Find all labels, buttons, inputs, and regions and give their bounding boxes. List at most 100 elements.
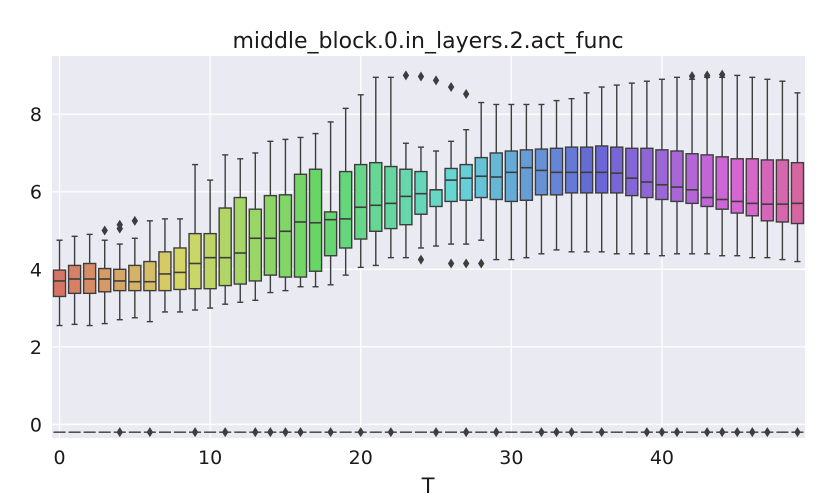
outlier-point — [447, 82, 455, 93]
outlier-point — [734, 427, 741, 438]
iqr-box — [188, 232, 202, 290]
iqr-box — [444, 167, 458, 203]
outlier-point — [432, 427, 440, 438]
plot-area — [52, 56, 805, 438]
box-20 — [354, 94, 368, 269]
outlier-point — [417, 71, 425, 82]
outlier-point — [282, 427, 289, 438]
box-49 — [790, 92, 805, 263]
box-31 — [519, 103, 534, 259]
box-16 — [293, 136, 308, 288]
box-29 — [489, 103, 503, 261]
iqr-box — [429, 189, 443, 208]
outlier-point — [718, 427, 726, 438]
box-3 — [97, 239, 112, 325]
outlier-point — [718, 69, 726, 80]
box-45 — [730, 74, 744, 257]
outlier-point — [478, 258, 485, 269]
box-15 — [278, 138, 293, 292]
iqr-box — [203, 232, 217, 290]
x-axis-ticks: 0 10 20 30 40 — [53, 447, 674, 469]
iqr-box — [504, 150, 519, 203]
x-tick-label: 40 — [650, 447, 674, 469]
outlier-point — [131, 215, 139, 226]
iqr-box — [173, 247, 187, 291]
outlier-point — [116, 427, 123, 438]
outlier-point — [146, 427, 154, 438]
outlier-point — [297, 427, 304, 438]
outlier-point — [101, 225, 108, 236]
box-4 — [113, 243, 127, 321]
iqr-box — [113, 268, 127, 292]
iqr-box — [308, 168, 323, 272]
iqr-box — [775, 159, 790, 223]
iqr-box — [579, 146, 594, 194]
iqr-box — [610, 146, 624, 194]
iqr-box — [519, 149, 534, 201]
box-43 — [700, 76, 714, 255]
box-25 — [429, 150, 443, 247]
box-17 — [308, 132, 323, 288]
outlier-point — [794, 427, 801, 438]
outlier-point — [764, 427, 771, 438]
outlier-point — [673, 427, 681, 438]
outlier-point — [493, 427, 500, 438]
outlier-point — [658, 427, 666, 438]
iqr-box — [715, 156, 729, 210]
x-tick-label: 30 — [499, 447, 523, 469]
iqr-box — [369, 161, 383, 232]
iqr-box — [278, 194, 293, 278]
outlier-point — [462, 258, 470, 269]
outlier-point — [703, 427, 711, 438]
iqr-box — [745, 158, 760, 217]
iqr-box — [670, 150, 684, 203]
iqr-box — [338, 170, 353, 249]
outlier-point — [327, 427, 334, 438]
box-48 — [775, 80, 790, 261]
box-13 — [248, 152, 263, 302]
box-23 — [399, 142, 413, 259]
outlier-point — [643, 427, 651, 438]
outlier-point — [447, 258, 455, 269]
box-19 — [338, 107, 353, 276]
outlier-point — [703, 70, 711, 81]
iqr-box — [158, 251, 172, 292]
box-11 — [218, 154, 232, 305]
outlier-point — [357, 427, 364, 438]
iqr-box — [128, 264, 142, 292]
outlier-point — [462, 89, 470, 100]
outlier-point — [462, 427, 470, 438]
iqr-box — [534, 148, 549, 196]
iqr-box — [625, 147, 639, 197]
box-42 — [685, 78, 699, 255]
iqr-box — [459, 163, 473, 201]
box-14 — [263, 140, 278, 294]
box-24 — [414, 146, 428, 249]
box-30 — [504, 103, 519, 261]
box-44 — [715, 76, 729, 257]
box-46 — [745, 76, 760, 259]
outlier-point — [267, 427, 274, 438]
iqr-box — [97, 267, 112, 293]
iqr-box — [685, 153, 699, 205]
box-34 — [564, 97, 579, 253]
box-10 — [203, 179, 217, 309]
outlier-point — [598, 427, 605, 438]
outlier-point — [252, 427, 259, 438]
box-2 — [82, 233, 97, 327]
iqr-box — [384, 165, 398, 230]
iqr-box — [218, 207, 232, 287]
iqr-box — [474, 156, 488, 199]
iqr-box — [263, 194, 278, 276]
iqr-box — [640, 147, 654, 199]
box-26 — [444, 140, 458, 245]
box-5 — [128, 237, 142, 319]
box-0 — [52, 239, 67, 327]
outlier-point — [191, 427, 199, 438]
box-22 — [384, 76, 398, 259]
box-28 — [474, 101, 488, 241]
outlier-point — [568, 427, 575, 438]
box-37 — [610, 84, 624, 255]
box-33 — [549, 99, 564, 251]
box-8 — [173, 218, 187, 313]
